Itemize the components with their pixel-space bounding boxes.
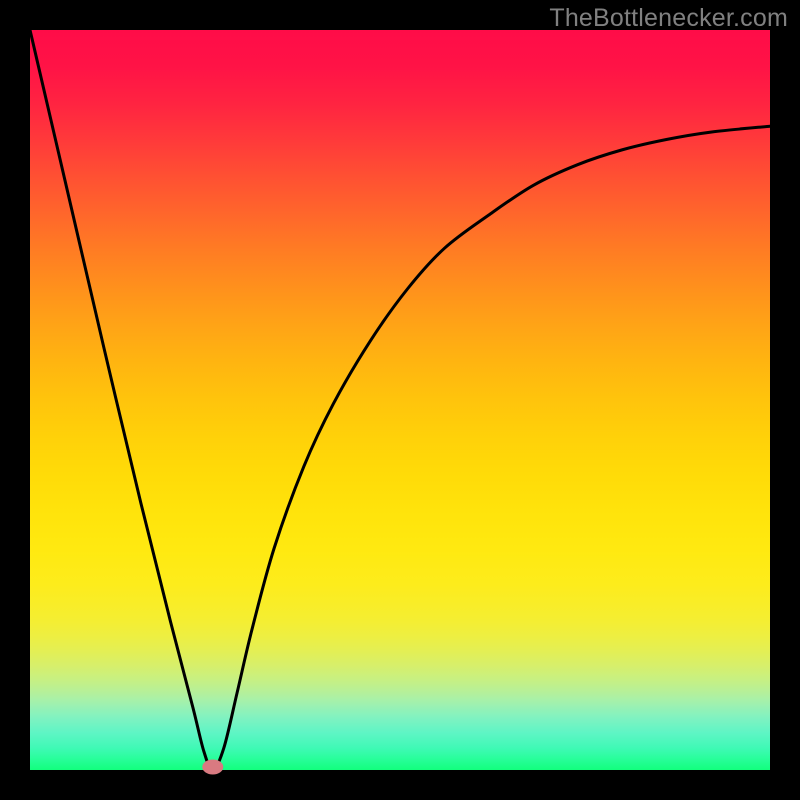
chart-container: TheBottlenecker.com	[0, 0, 800, 800]
sweet-spot-marker	[203, 760, 223, 774]
watermark-text: TheBottlenecker.com	[549, 4, 788, 33]
bottleneck-plot	[0, 0, 800, 800]
